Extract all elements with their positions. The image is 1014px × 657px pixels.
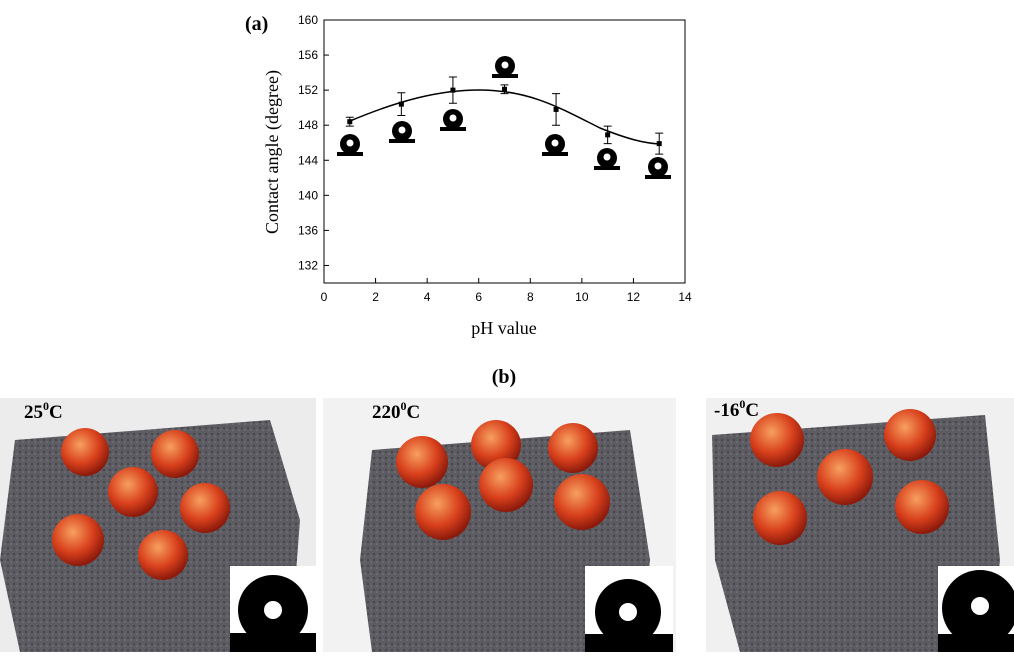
y-tick-label: 140 [298,188,318,202]
x-tick-label: 14 [678,290,692,304]
y-tick-label: 152 [298,83,318,97]
droplet-icons [337,56,671,179]
temperature-label: 2200C [372,399,420,423]
data-point [502,86,507,92]
x-tick-label: 6 [475,290,482,304]
data-point [450,87,456,93]
data-point [347,119,353,125]
data-point [605,132,611,138]
superscript: 0 [401,399,407,413]
temperature-unit: C [745,400,759,421]
photo [706,398,1014,652]
temperature-unit: C [49,402,63,423]
superscript: 0 [43,399,49,413]
y-tick-label: 156 [298,48,318,62]
y-tick-label: 144 [298,153,318,167]
temperature-label: 250C [24,399,63,423]
x-tick-label: 0 [321,290,328,304]
panel-label: (a) [245,13,268,35]
photo [0,398,316,652]
photo [323,398,676,652]
data-point [398,101,404,107]
x-tick-label: 4 [424,290,431,304]
y-tick-label: 132 [298,258,318,272]
x-tick-label: 2 [372,290,379,304]
temperature-value: -16 [714,400,739,421]
data-point [553,106,559,112]
superscript: 0 [739,397,745,411]
temperature-value: 220 [372,402,401,423]
fit-curve [349,89,660,145]
y-tick-label: 148 [298,118,318,132]
temperature-label: -160C [714,397,759,421]
y-axis-label: Contact angle (degree) [262,70,283,234]
x-tick-label: 8 [527,290,534,304]
temperature-value: 25 [24,402,43,423]
plot-frame [323,19,686,284]
x-tick-label: 10 [575,290,589,304]
temperature-unit: C [407,402,421,423]
panel-label: (b) [492,366,516,388]
x-axis-label: pH value [471,318,536,338]
x-tick-label: 12 [627,290,641,304]
data-point [656,141,662,147]
y-tick-label: 160 [298,13,318,27]
y-tick-label: 136 [298,223,318,237]
